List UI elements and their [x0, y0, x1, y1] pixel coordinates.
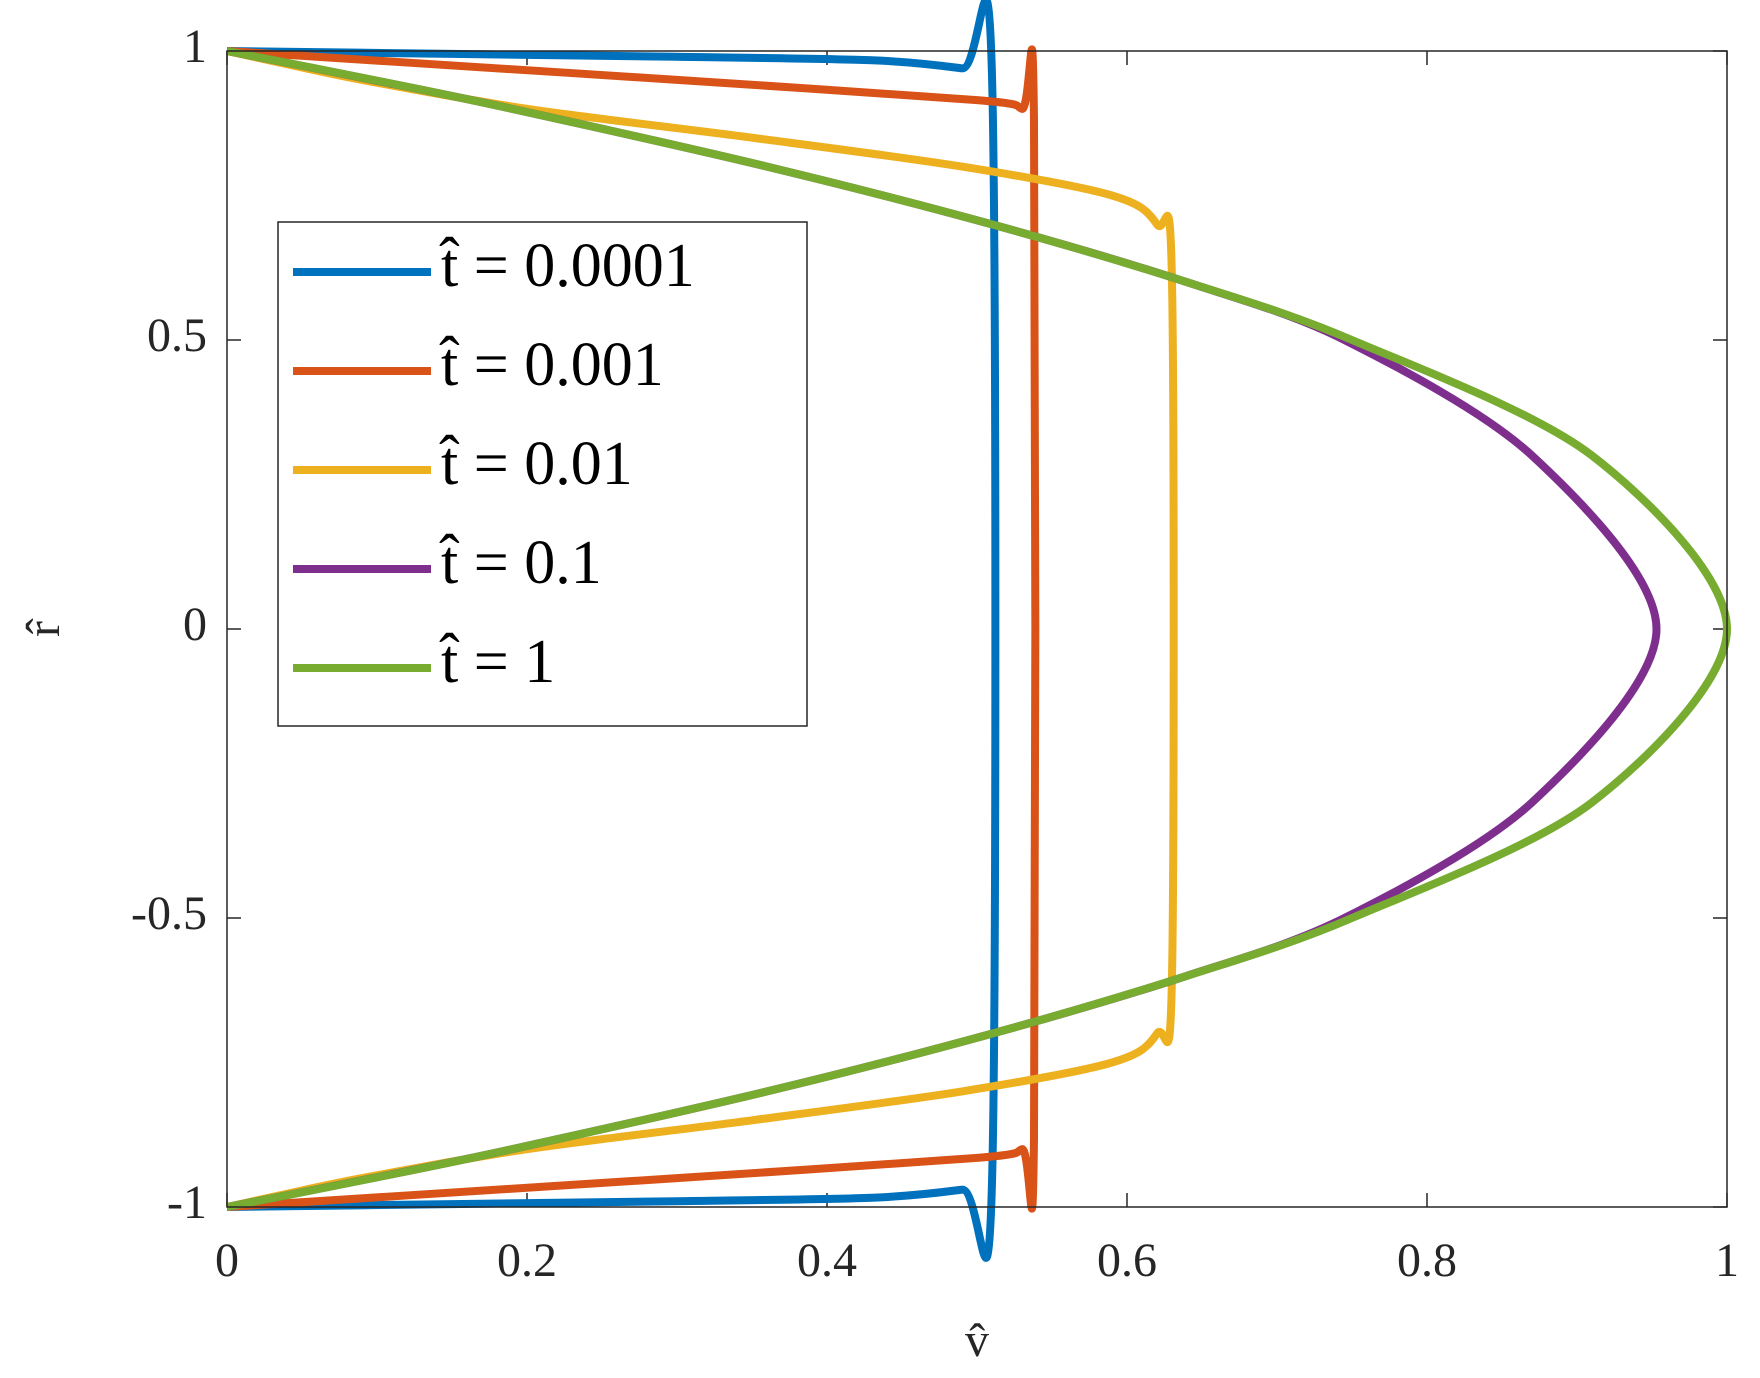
legend-label: t̂ = 0.001	[439, 331, 663, 399]
x-axis-label: v̂	[965, 1314, 989, 1367]
x-tick-label: 0	[215, 1234, 239, 1287]
y-tick-label: 0.5	[147, 309, 207, 362]
legend-label: t̂ = 0.1	[439, 529, 601, 597]
y-tick-label: 1	[183, 20, 207, 73]
x-tick-label: 0.6	[1097, 1234, 1157, 1287]
legend: t̂ = 0.0001 t̂ = 0.001 t̂ = 0.01 t̂ = 0.1 t̂…	[277, 221, 808, 727]
series-line	[226, 47, 1178, 1211]
legend-label: t̂ = 0.0001	[439, 232, 694, 300]
x-tick-label: 0.4	[797, 1234, 857, 1287]
x-tick-label: 0.2	[497, 1234, 557, 1287]
legend-label: t̂ = 0.01	[439, 430, 632, 498]
plot-frame	[226, 50, 1728, 1208]
legend-label: t̂ = 1	[439, 628, 555, 696]
series-line	[226, 45, 1040, 1213]
x-tick-label: 0.8	[1397, 1234, 1457, 1287]
series-line	[226, 0, 1000, 1262]
y-axis-label: r̂	[17, 618, 70, 637]
y-tick-label: -1	[167, 1176, 207, 1229]
y-tick-label: 0	[183, 598, 207, 651]
y-tick-label: -0.5	[131, 887, 207, 940]
x-tick-label: 1	[1715, 1234, 1739, 1287]
